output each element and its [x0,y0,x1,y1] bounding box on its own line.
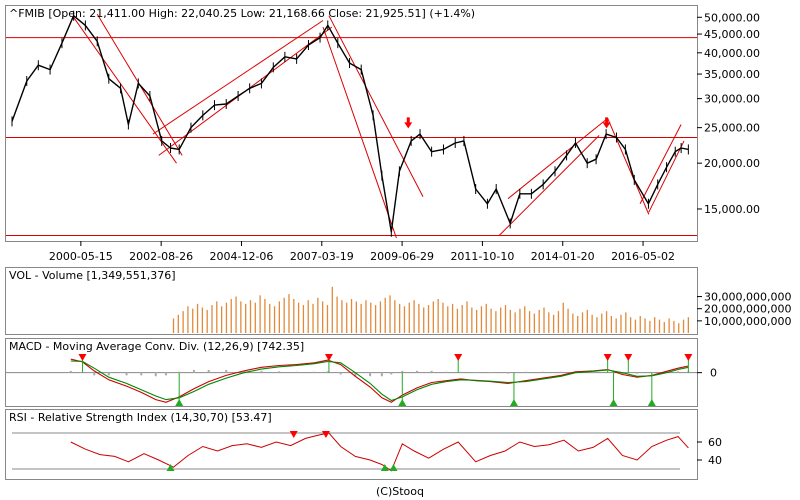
sell-triangle-marker [321,431,330,438]
sell-triangle-marker [684,354,693,361]
date-tick-label: 2009-06-29 [370,250,434,263]
trend-channel-line [607,118,650,215]
date-tick-label: 2000-05-15 [49,250,113,263]
buy-triangle-marker [166,464,175,471]
rsi-panel-title: RSI - Relative Strength Index (14,30,70)… [9,411,272,424]
trend-channel-line [507,117,608,200]
price-tick-label: 15,000.00 [704,203,760,216]
volume-bars [172,286,690,333]
macd-lines [70,358,689,403]
source-credit: (C)Stooq [375,485,424,498]
volume-axis-ticks: 30,000,000,00020,000,000,00010,000,000,0… [697,291,791,328]
sell-arrow-marker [602,117,611,129]
volume-tick-label: 10,000,000,000 [704,315,791,328]
price-panel-frame [5,5,698,242]
price-tick-label: 20,000.00 [704,157,760,170]
date-tick-label: 2016-05-02 [611,250,675,263]
date-tick-label: 2004-12-06 [210,250,274,263]
price-tick-label: 45,000.00 [704,28,760,41]
buy-triangle-marker [389,464,398,471]
buy-triangle-marker [609,399,618,406]
price-tick-label: 35,000.00 [704,68,760,81]
trend-channel-line [73,16,177,164]
sell-triangle-marker [324,354,333,361]
sell-triangle-marker [454,354,463,361]
buy-triangle-marker [398,399,407,406]
sell-arrow-marker [404,117,413,129]
trend-channel-line [498,135,600,236]
price-axis-ticks: 50,000.00 45,000.00 40,000.00 35,000.00 30,0… [697,11,760,216]
trend-channel-line [328,15,424,197]
sell-triangle-marker [78,354,87,361]
price-tick-label: 50,000.00 [704,11,760,24]
buy-triangle-marker [380,464,389,471]
date-axis-ticks: 2000-05-15 2002-08-26 2004-12-06 2007-03-19… [49,241,675,263]
date-tick-label: 2007-03-19 [290,250,354,263]
macd-signal-line [70,360,689,402]
macd-tick-label: 0 [710,367,717,380]
trend-channel-line [648,140,685,213]
trend-channel-line [639,124,682,204]
price-line [11,15,689,233]
sell-triangle-marker [624,354,633,361]
macd-panel-title: MACD - Moving Average Conv. Div. (12,26,… [9,340,304,353]
volume-tick-label: 20,000,000,000 [704,303,791,316]
trend-channel-line [322,26,397,239]
rsi-tick-label: 40 [708,454,722,467]
price-panel-title: ^FMIB [Open: 21,411.00 High: 22,040.25 L… [9,7,475,20]
price-series [11,10,689,237]
rsi-markers [166,431,398,471]
price-tick-label: 40,000.00 [704,47,760,60]
rsi-line [70,432,689,472]
rsi-panel-frame [5,409,698,480]
macd-markers [78,354,693,406]
trend-channel-line [152,20,324,135]
date-tick-label: 2011-10-10 [450,250,514,263]
buy-triangle-marker [509,399,518,406]
volume-tick-label: 30,000,000,000 [704,291,791,304]
volume-panel-title: VOL - Volume [1,349,551,376] [9,269,176,282]
price-tick-label: 30,000.00 [704,93,760,106]
rsi-lines [70,432,689,472]
sell-triangle-marker [603,354,612,361]
date-tick-label: 2014-01-20 [531,250,595,263]
price-tick-label: 25,000.00 [704,122,760,135]
rsi-tick-label: 60 [708,436,722,449]
price-markers [404,117,611,129]
sell-triangle-marker [289,431,298,438]
date-tick-label: 2002-08-26 [129,250,193,263]
buy-triangle-marker [175,399,184,406]
buy-triangle-marker [647,399,656,406]
